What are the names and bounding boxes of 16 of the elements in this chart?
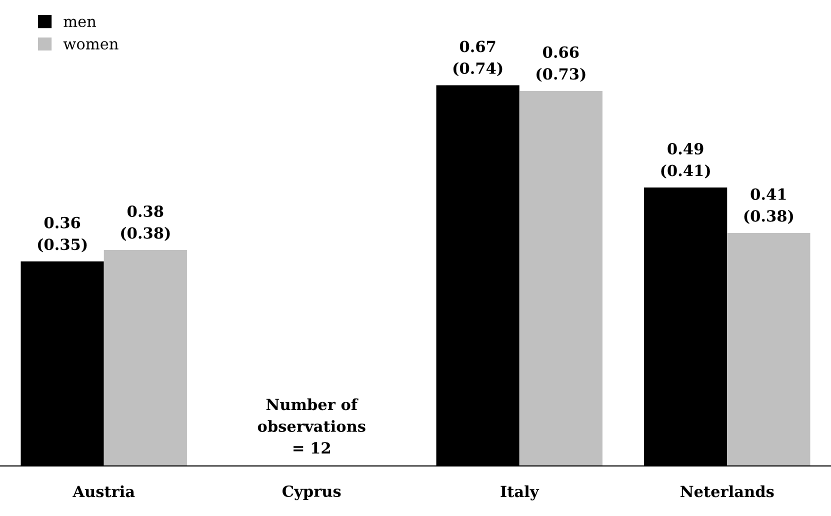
x-tick-label: Cyprus bbox=[282, 485, 341, 500]
annotation: Number of observations = 12 bbox=[258, 398, 366, 454]
data-label: 0.49 (0.41) bbox=[661, 142, 710, 178]
data-label: 0.38 (0.38) bbox=[121, 205, 170, 241]
bar bbox=[727, 233, 810, 466]
bar bbox=[519, 90, 602, 466]
data-label: 0.67 (0.74) bbox=[453, 40, 502, 76]
bar bbox=[104, 250, 187, 466]
data-label: 0.41 (0.38) bbox=[744, 188, 794, 224]
x-tick-label: Austria bbox=[72, 485, 135, 498]
legend-label: women bbox=[63, 41, 118, 50]
legend-label: men bbox=[64, 18, 96, 28]
x-tick-label: Neterlands bbox=[680, 485, 774, 498]
data-label: 0.36 (0.35) bbox=[38, 216, 87, 252]
data-label: 0.66 (0.73) bbox=[536, 46, 586, 82]
x-tick-label: Italy bbox=[500, 485, 540, 500]
